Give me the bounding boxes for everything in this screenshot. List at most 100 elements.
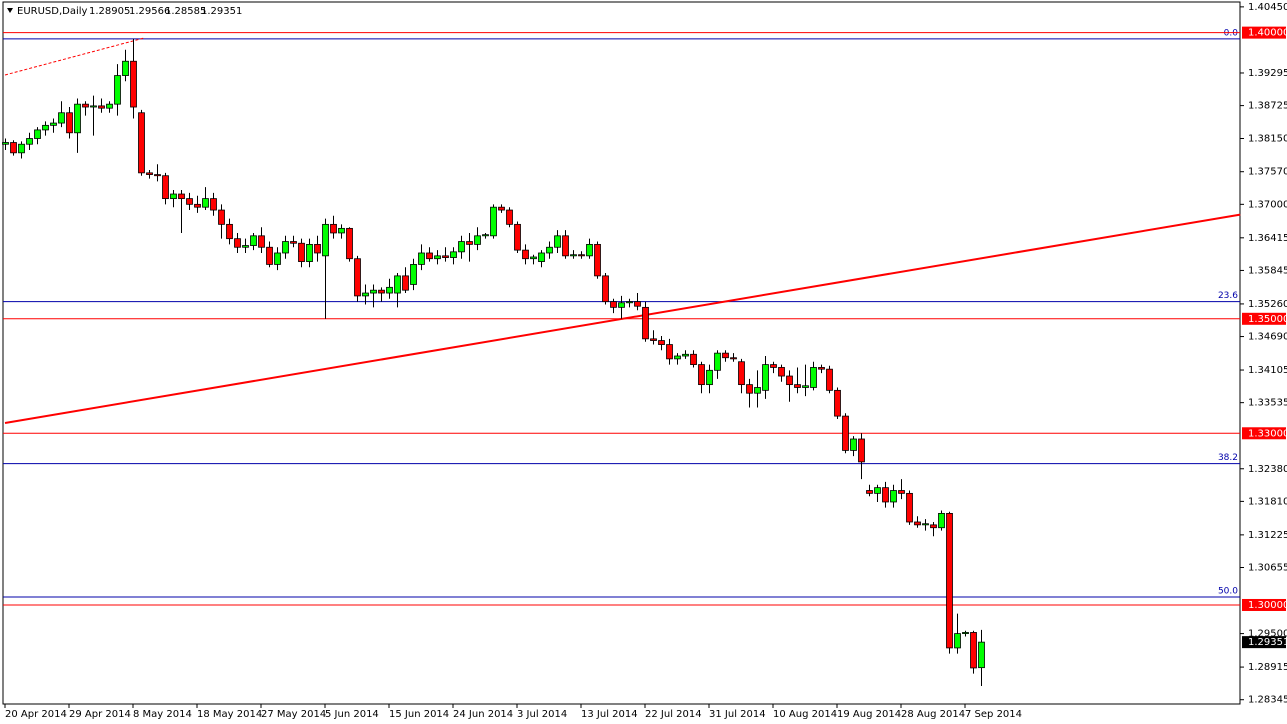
fib-label: 38.2 (1218, 453, 1238, 463)
candle-body (970, 632, 977, 669)
candle-body (202, 198, 209, 208)
fib-label: 0.0 (1224, 28, 1239, 38)
candle-body (338, 227, 345, 234)
candle-body (402, 275, 409, 291)
candle-body (858, 438, 865, 463)
x-tick-label: 7 Sep 2014 (965, 709, 1022, 720)
level-tag (1242, 312, 1286, 325)
candle-body (682, 353, 689, 357)
trend-line (4, 213, 1241, 424)
candle-body (466, 241, 473, 245)
y-tick-label: 1.31225 (1248, 530, 1287, 541)
x-tick-label: 27 May 2014 (261, 709, 326, 720)
candle-body (506, 209, 513, 225)
candle-body (234, 238, 241, 248)
y-tick-label: 1.32380 (1248, 464, 1287, 475)
candle-body (810, 367, 817, 388)
candle-body (770, 364, 777, 368)
level-tag (1242, 26, 1286, 39)
candle-body (26, 138, 33, 145)
candle-body (642, 306, 649, 340)
candle-body (482, 234, 489, 237)
candle-body (58, 112, 65, 124)
candle-body (282, 241, 289, 254)
y-tick-label: 1.34105 (1248, 365, 1287, 376)
candle-body (914, 521, 921, 526)
x-tick-label: 15 Jun 2014 (389, 709, 449, 720)
candle-body (850, 438, 857, 451)
candle-body (706, 369, 713, 386)
candle-body (250, 235, 257, 246)
level-tag (1242, 598, 1286, 611)
candle-body (210, 198, 217, 211)
candle-body (618, 302, 625, 308)
level-tag (1242, 427, 1286, 440)
candle-body (562, 235, 569, 257)
candle-body (586, 243, 593, 257)
header-low: 1.28585 (165, 6, 206, 17)
y-tick-label: 1.36415 (1248, 233, 1287, 244)
candle-body (434, 255, 441, 260)
candle-body (834, 389, 841, 417)
candle-body (570, 254, 577, 257)
candle-body (610, 301, 617, 308)
y-tick-label: 1.28915 (1248, 662, 1287, 673)
candle-body (866, 490, 873, 494)
x-tick-label: 10 Aug 2014 (773, 709, 837, 720)
candle-body (826, 368, 833, 391)
x-tick-label: 20 Apr 2014 (5, 709, 67, 720)
candle-body (354, 258, 361, 297)
candle-body (418, 252, 425, 265)
dashed-trend-line (4, 37, 146, 76)
candle-body (946, 513, 953, 649)
candle-body (218, 209, 225, 225)
candle-body (906, 492, 913, 523)
candle-body (874, 487, 881, 494)
candle-body (930, 524, 937, 529)
header-close: 1.29351 (201, 6, 242, 17)
candle-body (978, 641, 985, 669)
candle-body (938, 513, 945, 529)
x-tick-label: 18 May 2014 (197, 709, 262, 720)
candle-body (594, 243, 601, 277)
x-tick-label: 28 Aug 2014 (901, 709, 965, 720)
candle-body (626, 301, 633, 304)
candle-body (922, 523, 929, 526)
candle-body (138, 112, 145, 174)
candle-body (170, 193, 177, 200)
x-tick-label: 8 May 2014 (133, 709, 192, 720)
candle-body (714, 352, 721, 371)
y-tick-label: 1.30655 (1248, 562, 1287, 573)
candle-body (730, 357, 737, 360)
candle-body (722, 352, 729, 359)
candle-body (498, 206, 505, 211)
y-tick-label: 1.40450 (1248, 2, 1287, 13)
candle-body (778, 367, 785, 377)
x-tick-label: 31 Jul 2014 (709, 709, 766, 720)
candle-body (2, 142, 9, 145)
candle-body (154, 174, 161, 177)
candle-body (146, 172, 153, 175)
y-tick-label: 1.33535 (1248, 398, 1287, 409)
candle-body (842, 415, 849, 451)
candle-body (346, 227, 353, 260)
candle-body (554, 235, 561, 248)
y-tick-label: 1.28345 (1248, 695, 1287, 706)
plot-frame (2, 1, 1241, 705)
candle-body (370, 289, 377, 294)
y-tick-label: 1.34690 (1248, 332, 1287, 343)
candle-body (82, 103, 89, 108)
candle-body (762, 364, 769, 391)
candle-body (898, 490, 905, 494)
candle-body (658, 340, 665, 345)
candle-body (34, 129, 41, 139)
candle-body (410, 264, 417, 285)
current-price-label: 1.29351 (1248, 637, 1287, 648)
candle-body (602, 275, 609, 303)
menu-arrow[interactable] (7, 8, 13, 13)
candle-body (258, 235, 265, 248)
candle-body (298, 242, 305, 262)
candle-body (698, 364, 705, 386)
